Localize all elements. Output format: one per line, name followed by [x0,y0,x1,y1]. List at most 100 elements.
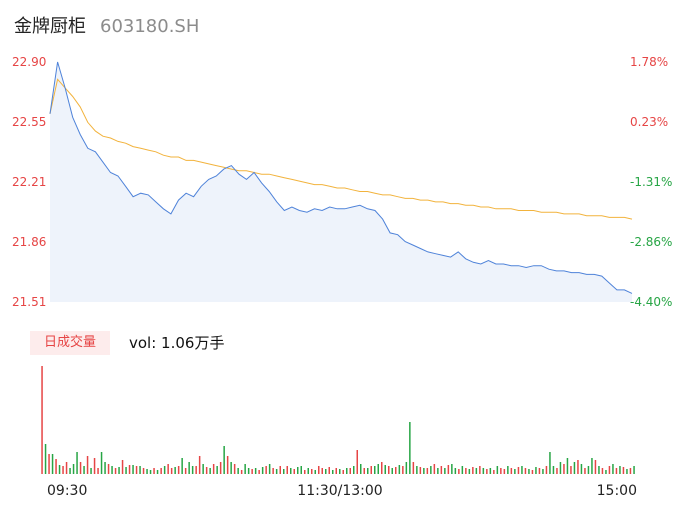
volume-bar [230,462,232,474]
volume-bar [83,466,85,474]
volume-bar [444,468,446,474]
volume-bar [552,466,555,474]
volume-bar [314,470,316,474]
volume-bar [181,458,183,474]
volume-bar [48,454,50,474]
volume-bar [398,465,401,474]
volume-bar [79,462,82,474]
price-tick-label: 22.55 [12,115,46,129]
volume-bar [573,462,576,474]
pct-tick-label: 0.23% [630,115,668,129]
volume-bar [279,466,281,474]
volume-bar [363,468,365,474]
volume-bar [423,468,425,474]
volume-bar [605,470,607,474]
volume-bar [290,468,292,474]
volume-bar [493,470,495,474]
volume-bar [377,464,379,474]
volume-bar [594,460,597,474]
volume-bar [374,466,376,474]
volume-bar [283,469,285,474]
volume-bar [538,468,541,474]
volume-bar [174,467,176,474]
volume-bar [482,468,485,474]
volume-bar [426,468,429,474]
volume-bar [416,466,418,474]
volume-bar [388,466,390,474]
volume-bar [177,466,180,474]
volume-bar [261,467,264,474]
volume-bar [507,466,509,474]
volume-bar [41,366,43,474]
volume-bar [440,466,443,474]
volume-tag: 日成交量 [30,331,110,355]
volume-bar [247,468,250,474]
volume-bar [514,469,516,474]
volume-bar [591,458,593,474]
volume-bar [475,468,478,474]
stock-code: 603180.SH [100,16,200,37]
volume-bar [149,470,152,474]
volume-bar [584,468,586,474]
volume-bar [251,469,253,474]
volume-bar [419,467,422,474]
volume-bar [111,466,113,474]
volume-bar [486,469,488,474]
volume-bar [142,468,145,474]
volume-bar [622,467,625,474]
volume-bar [184,468,187,474]
volume-bar [430,466,432,474]
volume-bar [619,466,621,474]
volume-bar [55,459,57,474]
volume-bar [58,465,61,474]
volume-bar [535,467,537,474]
volume-bar [160,468,162,474]
time-axis-label: 15:00 [597,483,637,499]
volume-bar [212,464,215,474]
volume-bar [633,466,635,474]
volume-bar [216,466,218,474]
volume-bar [367,468,369,474]
volume-bar [461,466,464,474]
volume-bar [223,446,225,474]
average-price-line [49,78,633,220]
volume-bar [198,456,201,474]
volume-bar [128,465,131,474]
volume-bar [202,464,204,474]
volume-bar [297,467,299,474]
volume-bar [114,468,117,474]
volume-bar [118,467,120,474]
volume-bar [346,468,348,474]
volume-bar [384,465,386,474]
volume-bar [356,450,358,474]
volume-bar [517,467,520,474]
volume-bar [570,466,572,474]
volume-value: vol: 1.06万手 [129,334,225,352]
volume-bar [342,470,344,474]
volume-bar [335,468,337,474]
volume-bar [360,464,362,474]
volume-bar [325,469,327,474]
volume-bar [629,468,632,474]
volume-bar [580,464,583,474]
volume-bar [300,466,302,474]
pct-tick-label: -4.40% [630,295,672,309]
price-area [50,62,632,302]
volume-bar [433,464,436,474]
volume-bar [72,464,75,474]
volume-bar [293,469,295,474]
volume-bar [86,456,89,474]
volume-bar [587,466,590,474]
volume-bar [107,464,110,474]
volume-bar [468,469,471,474]
volume-bar [286,466,288,474]
volume-bar [244,464,246,474]
volume-bar [521,466,523,474]
volume-bar [556,468,558,474]
volume-bar [510,468,513,474]
price-tick-label: 21.51 [12,295,46,309]
volume-bar [226,456,229,474]
volume-bar [524,468,527,474]
volume-bar [76,452,78,474]
volume-bar [311,469,313,474]
